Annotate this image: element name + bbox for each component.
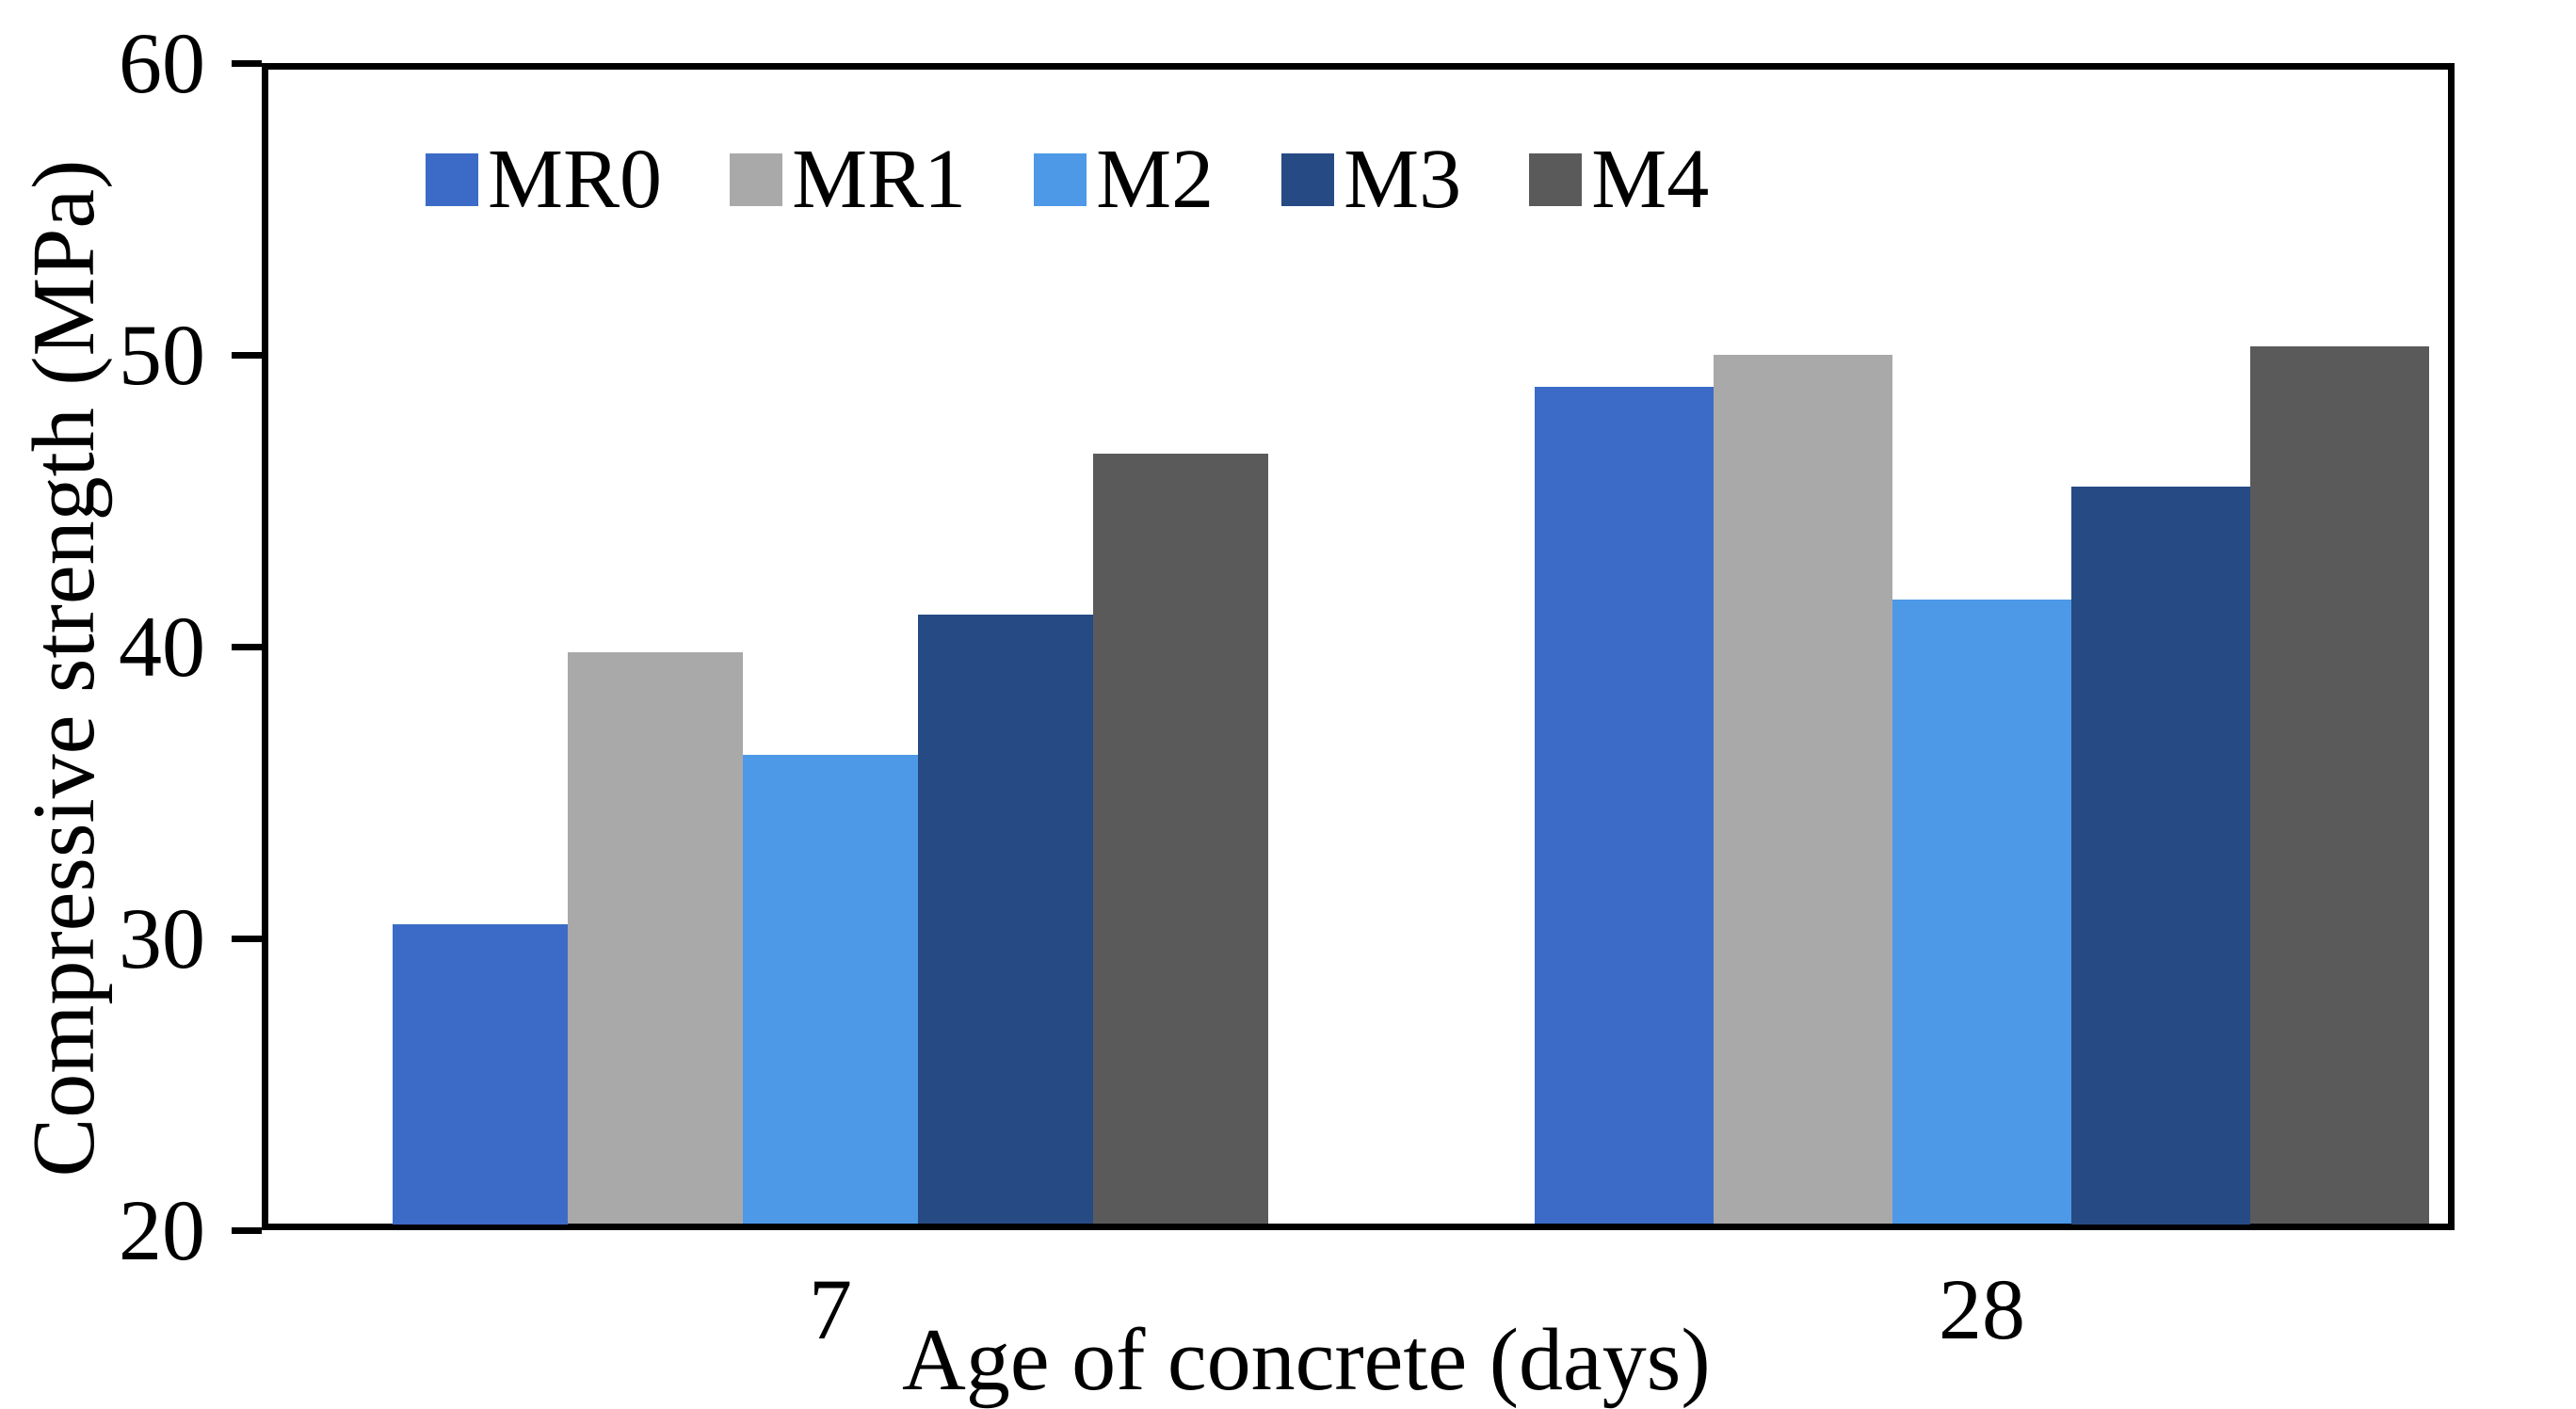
legend: MR0 MR1 M2 M3 M4 bbox=[426, 137, 1709, 222]
legend-item-MR0: MR0 bbox=[426, 137, 662, 222]
legend-item-M4: M4 bbox=[1529, 137, 1709, 222]
bar-M4-7d bbox=[1093, 454, 1268, 1224]
legend-swatch-M4 bbox=[1529, 153, 1583, 206]
legend-label: MR0 bbox=[488, 133, 663, 226]
plot-area bbox=[262, 63, 2455, 1230]
legend-item-MR1: MR1 bbox=[730, 137, 966, 222]
y-tick-label: 20 bbox=[119, 1182, 205, 1278]
x-tick-label: 7 bbox=[809, 1261, 852, 1357]
y-tick-mark bbox=[232, 352, 262, 359]
legend-swatch-M2 bbox=[1034, 153, 1087, 206]
y-tick-mark bbox=[232, 60, 262, 67]
legend-swatch-M3 bbox=[1281, 153, 1335, 206]
legend-swatch-MR1 bbox=[730, 153, 783, 206]
y-tick-mark bbox=[232, 936, 262, 942]
x-tick-label: 28 bbox=[1939, 1261, 2025, 1357]
bar-MR1-28d bbox=[1714, 355, 1892, 1224]
y-tick-label: 50 bbox=[119, 307, 205, 403]
y-tick-mark bbox=[232, 1227, 262, 1234]
y-tick-label: 40 bbox=[119, 599, 205, 695]
bar-MR0-28d bbox=[1535, 387, 1714, 1224]
y-tick-label: 30 bbox=[119, 890, 205, 986]
bar-MR0-7d bbox=[393, 924, 568, 1225]
bar-MR1-7d bbox=[568, 652, 743, 1224]
bar-M3-28d bbox=[2071, 487, 2250, 1225]
legend-label: M3 bbox=[1344, 133, 1462, 226]
legend-swatch-MR0 bbox=[426, 153, 478, 206]
legend-item-M2: M2 bbox=[1034, 137, 1214, 222]
x-axis-title: Age of concrete (days) bbox=[902, 1311, 1711, 1409]
bar-M2-28d bbox=[1892, 600, 2071, 1224]
legend-label: M4 bbox=[1591, 133, 1710, 226]
bar-M4-28d bbox=[2250, 346, 2429, 1224]
bar-M2-7d bbox=[743, 755, 918, 1224]
legend-item-M3: M3 bbox=[1281, 137, 1461, 222]
y-tick-label: 60 bbox=[119, 15, 205, 111]
y-tick-mark bbox=[232, 644, 262, 650]
legend-label: MR1 bbox=[792, 133, 967, 226]
bar-M3-7d bbox=[918, 615, 1093, 1224]
legend-label: M2 bbox=[1096, 133, 1215, 226]
